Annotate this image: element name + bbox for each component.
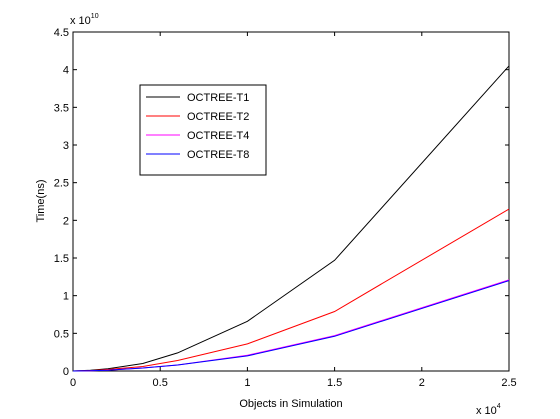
x-tick-label: 0.5 <box>153 377 168 389</box>
x-axis-label: Objects in Simulation <box>239 398 342 410</box>
y-tick-label: 0.5 <box>54 328 69 340</box>
y-axis-label: Time(ns) <box>35 180 47 223</box>
plot-area <box>72 31 510 372</box>
legend-label: OCTREE-T8 <box>187 149 249 161</box>
axis-ticks: 0 0.5 1 1.5 2 2.5 0 0.5 1 1.5 2 2.5 3 3.5 4 4.5 <box>54 27 517 389</box>
y-tick-label: 0 <box>63 366 69 378</box>
y-tick-label: 3.5 <box>54 102 69 114</box>
series-lines <box>72 65 510 372</box>
series-line-octree-t8 <box>72 280 510 372</box>
y-tick-label: 1.5 <box>54 253 69 265</box>
legend-box <box>139 84 267 176</box>
y-tick-label: 2.5 <box>54 178 69 190</box>
x-tick-label: 2 <box>419 377 425 389</box>
x-tick-label: 1 <box>244 377 250 389</box>
x-tick-label: 0 <box>70 377 76 389</box>
y-tick-label: 3 <box>63 140 69 152</box>
x-tick-label: 2.5 <box>501 377 516 389</box>
y-multiplier-label: x 1010 <box>70 13 99 27</box>
legend-label: OCTREE-T2 <box>187 111 249 123</box>
y-tick-label: 4 <box>63 65 69 77</box>
y-tick-label: 4.5 <box>54 27 69 39</box>
x-multiplier-label: x 104 <box>476 403 501 417</box>
legend: OCTREE-T1 OCTREE-T2 OCTREE-T4 OCTREE-T8 <box>139 84 267 176</box>
y-tick-label: 1 <box>63 291 69 303</box>
legend-label: OCTREE-T4 <box>187 130 249 142</box>
y-tick-label: 2 <box>63 215 69 227</box>
legend-label: OCTREE-T1 <box>187 92 249 104</box>
x-tick-label: 1.5 <box>327 377 342 389</box>
